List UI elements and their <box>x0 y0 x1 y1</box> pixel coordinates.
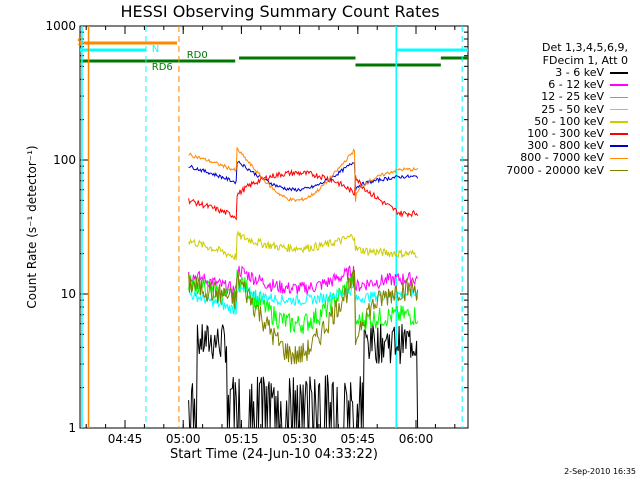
legend-swatch <box>610 133 628 135</box>
series-line <box>188 146 418 203</box>
y-tick-label: 100 <box>53 153 76 167</box>
legend-label: 800 - 7000 keV <box>520 151 604 165</box>
series-line <box>188 270 419 365</box>
legend-label: 50 - 100 keV <box>534 114 604 128</box>
marker-rd6: RD6 <box>152 62 173 73</box>
x-tick-label: 06:00 <box>399 432 434 446</box>
legend-swatch <box>610 121 628 123</box>
legend-entry: 6 - 12 keV <box>548 79 628 91</box>
legend-entry: 7000 - 20000 keV <box>506 163 628 177</box>
timestamp: 2-Sep-2010 16:35 <box>564 467 636 476</box>
series-25-50kev <box>188 284 419 316</box>
legend-swatch <box>610 72 628 74</box>
legend-entry: 100 - 300 keV <box>527 128 628 140</box>
x-tick-label: 05:30 <box>282 432 317 446</box>
legend-swatch <box>610 157 628 160</box>
series-7000-20000kev <box>188 270 419 365</box>
series-800-7000kev <box>188 146 418 203</box>
marker-s: S <box>77 37 83 48</box>
legend-label: 100 - 300 keV <box>527 127 604 140</box>
x-tick-label: 05:45 <box>341 432 376 446</box>
series-3-6kev <box>188 323 419 429</box>
series-line <box>188 323 419 429</box>
legend-label: 6 - 12 keV <box>548 78 604 92</box>
series-line <box>188 269 419 335</box>
y-tick-label: 1 <box>68 421 76 435</box>
y-tick-label: 1000 <box>45 19 76 33</box>
legend-swatch <box>610 108 628 111</box>
x-axis-label: Start Time (24-Jun-10 04:33:22) <box>170 447 378 462</box>
series-line <box>188 160 419 193</box>
x-tick-label: 04:45 <box>108 432 143 446</box>
legend-label: 300 - 800 keV <box>527 139 604 153</box>
series-12-25kev <box>188 269 419 335</box>
legend-label: 3 - 6 keV <box>555 66 604 79</box>
plot-frame <box>79 25 469 429</box>
legend-entry: 3 - 6 keV <box>555 67 628 79</box>
series-300-800kev <box>188 160 419 193</box>
legend-label: 25 - 50 keV <box>541 102 604 116</box>
series-line <box>188 284 419 316</box>
chart-title: HESSI Observing Summary Count Rates <box>120 2 440 21</box>
series-line <box>188 168 419 221</box>
legend-header: Det 1,3,4,5,6,9, <box>541 41 628 54</box>
legend-entry: 12 - 25 keV <box>541 91 628 103</box>
legend-swatch <box>610 169 628 172</box>
series-50-100kev <box>188 230 418 261</box>
legend-entry: 50 - 100 keV <box>534 114 628 128</box>
y-tick-label: 10 <box>61 287 76 301</box>
legend-entry: 25 - 50 keV <box>541 102 628 116</box>
legend-entry: 800 - 7000 keV <box>520 152 628 164</box>
series-line <box>188 230 418 261</box>
legend-entry: 300 - 800 keV <box>527 140 628 152</box>
y-axis-label: Count Rate (s⁻¹ detector⁻¹) <box>25 145 39 308</box>
legend-label: 12 - 25 keV <box>541 90 604 104</box>
legend-swatch <box>610 84 628 86</box>
marker-n: N <box>152 44 159 55</box>
legend-label: 7000 - 20000 keV <box>506 163 604 177</box>
legend-swatch <box>610 145 628 147</box>
legend-swatch <box>610 96 628 99</box>
legend-header: FDecim 1, Att 0 <box>542 54 628 67</box>
x-tick-label: 05:15 <box>224 432 259 446</box>
series-100-300kev <box>188 168 419 221</box>
marker-rd0: RD0 <box>187 50 208 61</box>
x-tick-label: 05:00 <box>166 432 201 446</box>
